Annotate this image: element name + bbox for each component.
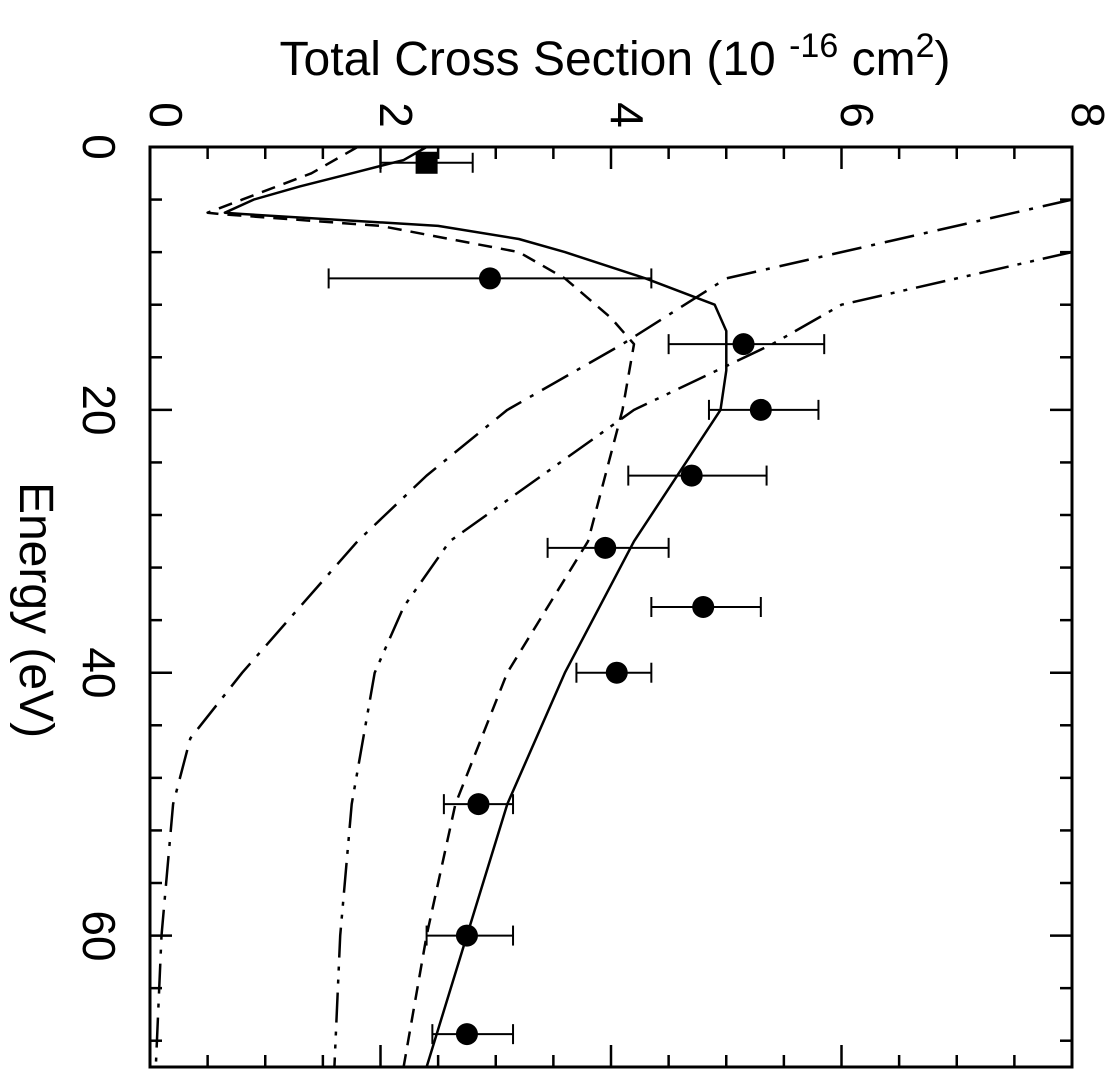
x-tick-label-20: 20 bbox=[73, 384, 125, 435]
y-tick-label-2: 2 bbox=[370, 102, 422, 128]
series-line-solid bbox=[223, 145, 728, 1068]
y-tick-label-0: 0 bbox=[140, 102, 192, 128]
data-point-circle bbox=[455, 924, 478, 947]
series-lines bbox=[154, 145, 1073, 1068]
x-axis-title: Energy (eV) bbox=[9, 482, 62, 738]
data-point-square bbox=[415, 151, 438, 174]
data-point-circle bbox=[467, 793, 490, 816]
data-point-circle bbox=[455, 1023, 478, 1046]
data-points bbox=[327, 151, 826, 1046]
series-line-dashed bbox=[206, 145, 636, 1068]
series-line-dash-dot bbox=[154, 198, 1073, 1068]
data-point-circle bbox=[594, 536, 617, 559]
data-point-circle bbox=[692, 596, 715, 618]
x-tick-label-60: 60 bbox=[73, 910, 125, 961]
tick-marks bbox=[148, 145, 1074, 1067]
y-tick-label-6: 6 bbox=[831, 102, 883, 128]
y-axis-title: Total Cross Section (10 -16 cm2) bbox=[280, 27, 951, 86]
y-tick-label-4: 4 bbox=[601, 102, 653, 128]
series-line-dash-dot-dot bbox=[333, 250, 1073, 1068]
plot-frame bbox=[148, 145, 1074, 1069]
x-tick-label-0: 0 bbox=[73, 134, 125, 160]
data-point-circle bbox=[478, 267, 501, 290]
data-point-circle bbox=[680, 464, 703, 487]
data-point-circle bbox=[749, 398, 772, 421]
y-tick-label-8: 8 bbox=[1062, 102, 1109, 128]
x-tick-label-40: 40 bbox=[73, 647, 125, 698]
data-point-circle bbox=[732, 333, 755, 356]
data-point-circle bbox=[605, 661, 628, 684]
